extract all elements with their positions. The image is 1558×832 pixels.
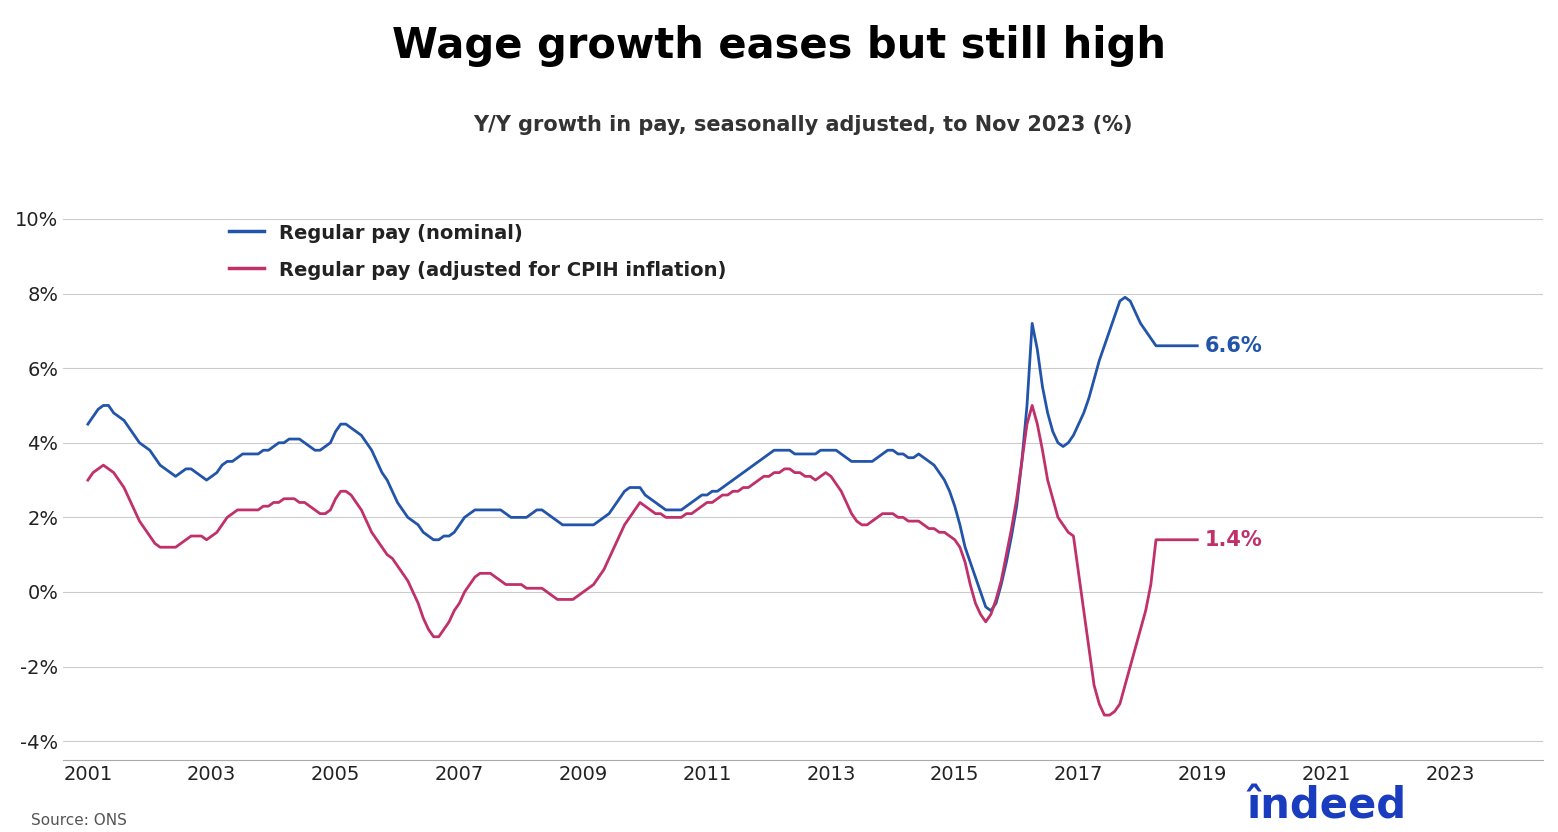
Text: îndeed: îndeed bbox=[1246, 786, 1407, 828]
Text: Wage growth eases but still high: Wage growth eases but still high bbox=[393, 25, 1165, 67]
Title: Y/Y growth in pay, seasonally adjusted, to Nov 2023 (%): Y/Y growth in pay, seasonally adjusted, … bbox=[474, 115, 1133, 135]
Text: 1.4%: 1.4% bbox=[1204, 530, 1262, 550]
Text: Source: ONS: Source: ONS bbox=[31, 813, 128, 828]
Text: 6.6%: 6.6% bbox=[1204, 336, 1262, 356]
Legend: Regular pay (nominal), Regular pay (adjusted for CPIH inflation): Regular pay (nominal), Regular pay (adju… bbox=[221, 215, 734, 287]
